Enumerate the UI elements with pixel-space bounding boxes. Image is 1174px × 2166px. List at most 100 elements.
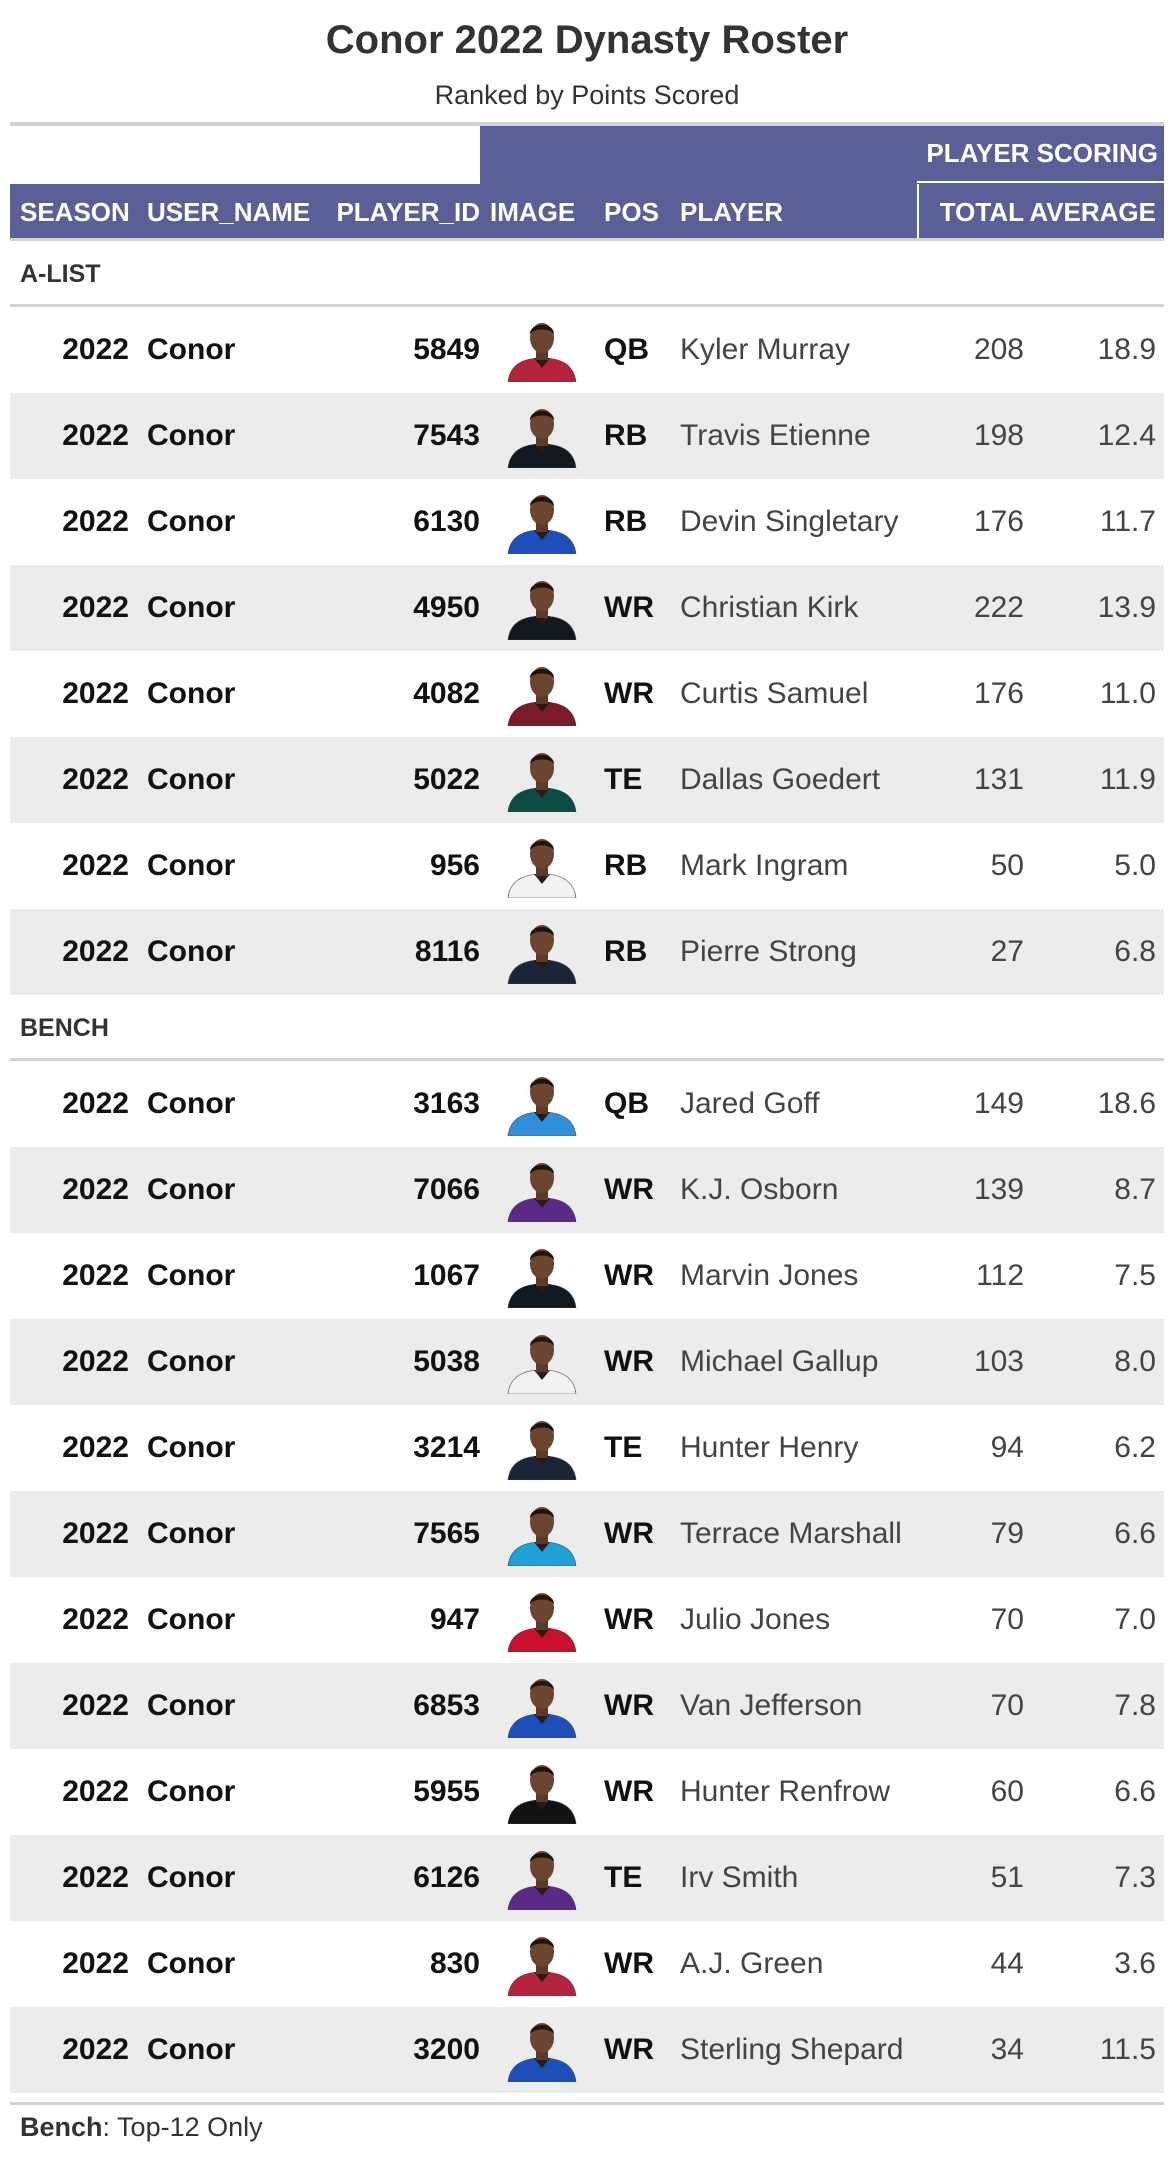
table-row: 2022 Conor 7543 RB Travis Etienne 198 12.4 — [10, 393, 1164, 479]
col-header-user-name: USER_NAME — [147, 196, 311, 227]
col-header-image: IMAGE — [490, 196, 576, 227]
cell-image — [480, 651, 604, 737]
cell-average: 18.6 — [1097, 1087, 1156, 1120]
cell-image — [480, 1405, 604, 1491]
cell-total: 176 — [973, 505, 1024, 538]
cell-user-name: Conor — [147, 677, 236, 710]
cell-pos: WR — [604, 1345, 654, 1378]
player-headshot-icon — [507, 409, 577, 468]
cell-image — [480, 1663, 604, 1749]
player-headshot-icon — [507, 925, 577, 984]
cell-season: 2022 — [62, 1689, 129, 1722]
player-headshot-icon — [507, 1421, 577, 1480]
cell-average: 11.5 — [1099, 2033, 1156, 2066]
group-label-a-list: A-LIST — [20, 259, 101, 288]
spanner-band — [480, 126, 1164, 184]
cell-player-id: 3200 — [413, 2033, 480, 2066]
cell-user-name: Conor — [147, 1603, 236, 1636]
cell-player-id: 3214 — [413, 1431, 480, 1464]
cell-season: 2022 — [62, 419, 129, 452]
cell-user-name: Conor — [147, 849, 236, 882]
cell-user-name: Conor — [147, 1259, 236, 1292]
cell-player-id: 5022 — [413, 763, 480, 796]
cell-player-id: 6126 — [413, 1861, 480, 1894]
cell-player: Michael Gallup — [680, 1345, 879, 1378]
cell-player: Pierre Strong — [680, 935, 857, 968]
cell-image — [480, 1577, 604, 1663]
cell-average: 11.7 — [1099, 505, 1156, 538]
bottom-rule — [10, 2102, 1164, 2105]
column-header-row: SEASON USER_NAME PLAYER_ID IMAGE POS PLA… — [10, 184, 1164, 240]
cell-user-name: Conor — [147, 763, 236, 796]
cell-pos: WR — [604, 1259, 654, 1292]
cell-player: Hunter Renfrow — [680, 1775, 891, 1808]
cell-image — [480, 1491, 604, 1577]
cell-season: 2022 — [62, 333, 129, 366]
player-headshot-icon — [507, 323, 577, 382]
cell-image — [480, 393, 604, 479]
cell-average: 6.6 — [1114, 1517, 1156, 1550]
table-row: 2022 Conor 6126 TE Irv Smith 51 7.3 — [10, 1835, 1164, 1921]
cell-season: 2022 — [62, 1775, 129, 1808]
spanner-rule — [917, 181, 1164, 183]
player-headshot-icon — [507, 1249, 577, 1308]
cell-season: 2022 — [62, 591, 129, 624]
cell-average: 7.0 — [1114, 1603, 1156, 1636]
cell-average: 13.9 — [1097, 591, 1156, 624]
table-row: 2022 Conor 3200 WR Sterling Shepard 34 11.5 — [10, 2007, 1164, 2093]
player-headshot-icon — [507, 839, 577, 898]
cell-total: 103 — [973, 1345, 1024, 1378]
table-row: 2022 Conor 5955 WR Hunter Renfrow 60 6.6 — [10, 1749, 1164, 1835]
cell-total: 112 — [976, 1259, 1024, 1292]
cell-image — [480, 737, 604, 823]
cell-user-name: Conor — [147, 591, 236, 624]
table-row: 2022 Conor 956 RB Mark Ingram 50 5.0 — [10, 823, 1164, 909]
player-headshot-icon — [507, 1593, 577, 1652]
table-title: Conor 2022 Dynasty Roster — [325, 18, 849, 62]
cell-average: 7.3 — [1114, 1861, 1156, 1894]
cell-average: 8.0 — [1114, 1345, 1156, 1378]
cell-average: 6.2 — [1114, 1431, 1156, 1464]
table-row: 2022 Conor 7565 WR Terrace Marshall 79 6.6 — [10, 1491, 1164, 1577]
cell-image — [480, 909, 604, 995]
cell-total: 60 — [990, 1775, 1024, 1808]
cell-player: Kyler Murray — [680, 333, 851, 366]
cell-average: 7.8 — [1114, 1689, 1156, 1722]
cell-total: 27 — [990, 935, 1024, 968]
cell-pos: WR — [604, 1517, 654, 1550]
footnote: Bench: Top-12 Only — [20, 2112, 263, 2143]
cell-player-id: 5038 — [413, 1345, 480, 1378]
cell-average: 12.4 — [1097, 419, 1156, 452]
cell-average: 18.9 — [1097, 333, 1156, 366]
table-subtitle: Ranked by Points Scored — [434, 80, 740, 110]
cell-season: 2022 — [62, 1947, 129, 1980]
cell-total: 131 — [973, 763, 1024, 796]
cell-total: 50 — [990, 849, 1024, 882]
cell-pos: WR — [604, 591, 654, 624]
cell-pos: WR — [604, 677, 654, 710]
cell-player: Devin Singletary — [680, 505, 899, 538]
cell-user-name: Conor — [147, 2033, 236, 2066]
cell-image — [480, 307, 604, 393]
player-headshot-icon — [507, 1937, 577, 1996]
cell-average: 8.7 — [1114, 1173, 1156, 1206]
cell-player-id: 830 — [429, 1947, 480, 1980]
cell-user-name: Conor — [147, 419, 236, 452]
cell-player: Travis Etienne — [680, 419, 871, 452]
player-headshot-icon — [507, 753, 577, 812]
cell-image — [480, 1147, 604, 1233]
cell-user-name: Conor — [147, 1173, 236, 1206]
player-headshot-icon — [507, 667, 577, 726]
cell-pos: TE — [604, 763, 643, 796]
player-headshot-icon — [507, 581, 577, 640]
table-row: 2022 Conor 5022 TE Dallas Goedert 131 11.9 — [10, 737, 1164, 823]
group-rule — [10, 1058, 1164, 1061]
header-divider — [917, 184, 919, 240]
cell-total: 44 — [990, 1947, 1024, 1980]
header-bottom-rule — [10, 238, 1164, 241]
cell-season: 2022 — [62, 1345, 129, 1378]
player-headshot-icon — [507, 1335, 577, 1394]
cell-player-id: 947 — [429, 1603, 480, 1636]
cell-player: Marvin Jones — [680, 1259, 859, 1292]
